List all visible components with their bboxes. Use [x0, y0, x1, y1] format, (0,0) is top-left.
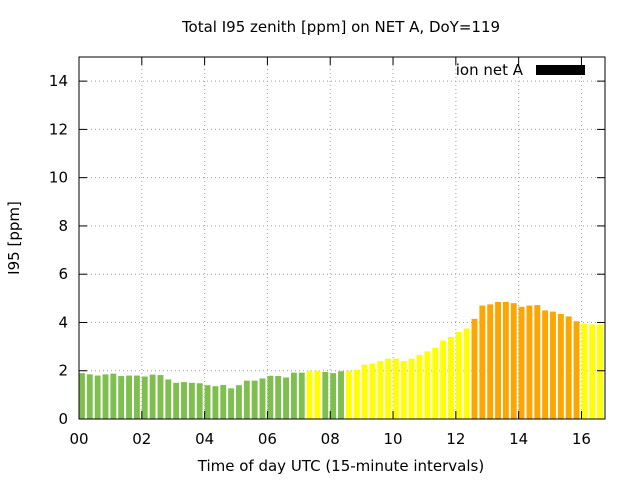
- bar-low: [94, 375, 101, 419]
- x-tick-label: 08: [321, 430, 340, 448]
- bar-low: [133, 375, 140, 419]
- bar-moderate: [416, 355, 423, 419]
- y-tick-label: 8: [58, 217, 68, 235]
- plot-frame: [78, 56, 606, 420]
- grid-lines: [79, 57, 605, 419]
- bar-low: [204, 385, 211, 419]
- x-tick-label: 14: [509, 430, 528, 448]
- x-tick-label: 06: [258, 430, 277, 448]
- bar-elevated: [479, 305, 486, 419]
- bar-moderate: [589, 324, 596, 419]
- bar-moderate: [408, 358, 415, 419]
- legend-label: ion net A: [456, 61, 524, 79]
- bar-low: [338, 371, 344, 419]
- bar-elevated: [534, 305, 541, 419]
- bar-low: [236, 385, 242, 419]
- bar-low: [173, 382, 180, 419]
- x-tick-label: 04: [195, 430, 214, 448]
- x-tick-label: 02: [132, 430, 151, 448]
- x-axis-ticks: 00 02 04 06 08 10 12 14 16: [69, 57, 591, 448]
- bar-moderate: [306, 370, 313, 419]
- y-axis-label: I95 [ppm]: [5, 201, 23, 275]
- bar-low: [290, 372, 297, 419]
- bar-low: [157, 375, 164, 419]
- bar-low: [259, 378, 266, 419]
- bar-series: [79, 301, 604, 419]
- bar-moderate: [424, 351, 431, 419]
- bar-elevated: [487, 304, 494, 419]
- bar-low: [220, 384, 227, 419]
- bar-low: [79, 373, 85, 419]
- bar-elevated: [565, 316, 572, 419]
- bar-moderate: [345, 370, 352, 419]
- x-axis-label: Time of day UTC (15-minute intervals): [197, 457, 484, 475]
- bar-low: [322, 371, 329, 419]
- bar-low: [275, 376, 282, 419]
- bar-low: [228, 388, 235, 419]
- y-tick-label: 14: [49, 72, 68, 90]
- bar-elevated: [557, 314, 564, 419]
- bar-moderate: [447, 336, 454, 419]
- bar-low: [298, 372, 305, 419]
- bar-moderate: [440, 340, 447, 419]
- bar-moderate: [455, 332, 462, 419]
- bar-moderate: [353, 369, 360, 419]
- bar-low: [181, 382, 187, 419]
- bar-low: [283, 377, 290, 419]
- bar-low: [243, 380, 250, 419]
- bar-moderate: [432, 347, 439, 419]
- bar-elevated: [502, 301, 509, 419]
- bar-moderate: [463, 328, 470, 419]
- bar-elevated: [526, 305, 533, 419]
- x-tick-label: 16: [572, 430, 591, 448]
- bar-moderate: [581, 323, 588, 419]
- x-tick-label: 10: [383, 430, 402, 448]
- bar-low: [102, 374, 109, 419]
- bar-low: [196, 383, 203, 419]
- chart-title: Total I95 zenith [ppm] on NET A, DoY=119: [181, 18, 500, 36]
- bar-low: [251, 380, 258, 419]
- y-tick-label: 10: [49, 169, 68, 187]
- bar-low: [110, 373, 117, 419]
- bar-elevated: [550, 311, 556, 419]
- y-tick-label: 4: [58, 313, 68, 331]
- y-tick-label: 0: [58, 410, 68, 428]
- bar-moderate: [377, 361, 384, 419]
- bar-moderate: [361, 364, 368, 419]
- y-axis-ticks: 0 2 4 6 8 10 12 14: [49, 72, 605, 428]
- bar-low: [165, 379, 172, 419]
- bar-low: [141, 376, 148, 419]
- bar-moderate: [369, 363, 376, 419]
- y-tick-label: 6: [58, 265, 68, 283]
- bar-elevated: [471, 318, 478, 419]
- y-tick-label: 12: [49, 120, 68, 138]
- bar-elevated: [573, 321, 580, 419]
- bar-low: [86, 374, 93, 419]
- bar-low: [126, 375, 132, 419]
- bar-elevated: [510, 303, 517, 419]
- bar-moderate: [393, 358, 399, 419]
- legend-swatch: [536, 65, 585, 75]
- bar-elevated: [542, 310, 549, 419]
- bar-moderate: [400, 361, 407, 419]
- bar-elevated: [518, 306, 525, 419]
- bar-moderate: [385, 358, 392, 419]
- y-tick-label: 2: [58, 362, 68, 380]
- x-tick-label: 00: [69, 430, 88, 448]
- bar-low: [118, 376, 125, 419]
- bar-low: [149, 374, 156, 419]
- bar-low: [267, 375, 274, 419]
- legend: ion net A: [456, 61, 585, 79]
- bar-low: [188, 382, 195, 419]
- bar-moderate: [597, 324, 604, 419]
- bar-moderate: [314, 370, 321, 419]
- bar-elevated: [495, 301, 501, 419]
- x-tick-label: 12: [446, 430, 465, 448]
- bar-low: [212, 386, 219, 419]
- bar-low: [330, 373, 337, 419]
